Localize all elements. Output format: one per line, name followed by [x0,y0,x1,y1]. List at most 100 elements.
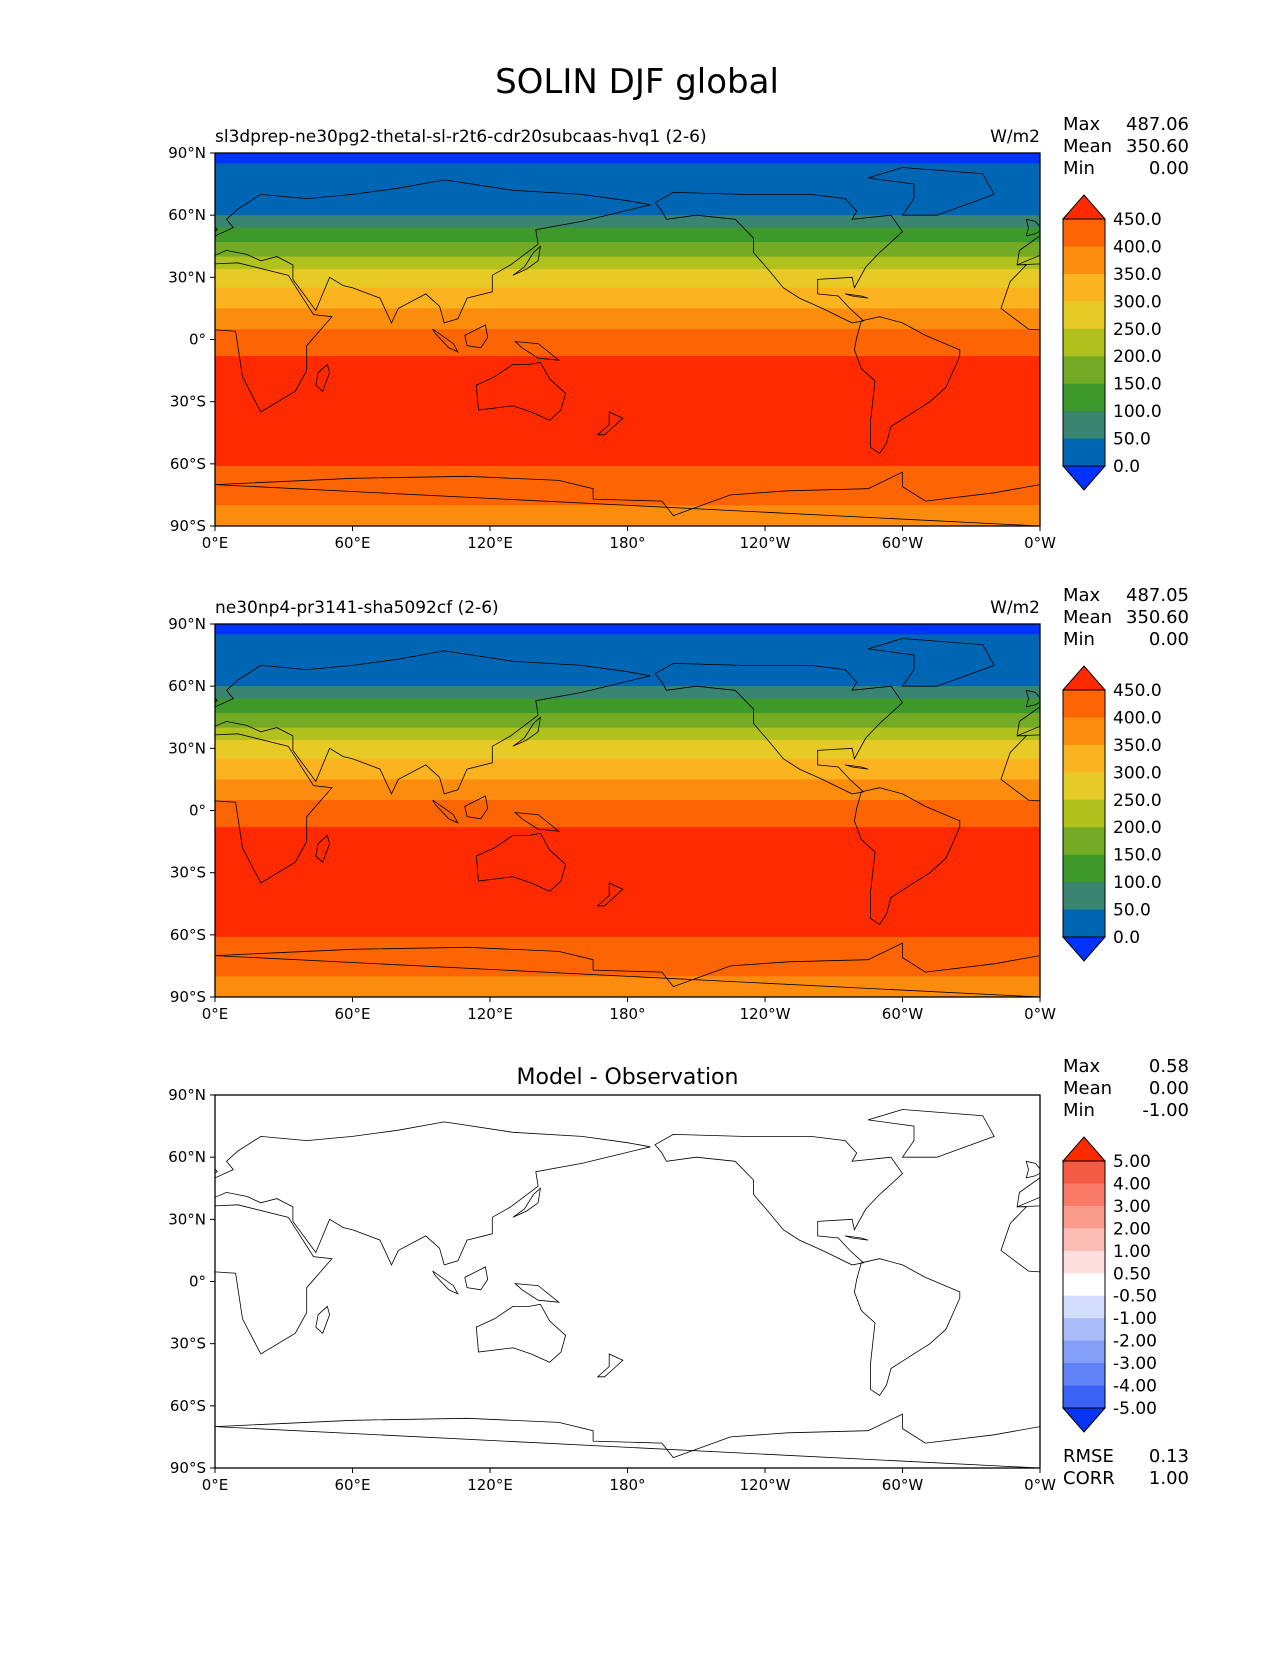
lon-tick-label: 180° [609,1476,645,1494]
map-panel-difference: 90°N 60°N 30°N 0° 30°S 60°S 90°S0°E 60°E 120°E 18… [20,1056,1275,1494]
lat-tick-label: 90°S [170,988,206,1006]
lat-tick-label: 90°N [168,615,206,633]
contour-band [215,713,1040,729]
contour-band [215,698,1040,714]
coastline [512,716,541,747]
colorbar-segment [1063,799,1105,828]
coastline [654,662,904,795]
lon-tick-label: 0°W [1024,1476,1056,1494]
coastline [654,191,904,324]
contour-band [215,256,1040,270]
colorbar-segment [1063,744,1105,773]
stat-label: Max [1063,1056,1101,1077]
coastline [853,1258,961,1397]
contour-band [215,163,1040,216]
coastline [43,639,169,687]
colorbar-segment [1063,301,1105,330]
colorbar-segment [1063,827,1105,856]
contour-band [215,779,1040,801]
stat-value: 0.58 [1149,1056,1189,1077]
contour-band [215,227,1040,243]
lon-tick-label: 60°W [882,1005,924,1023]
stat-label: CORR [1063,1468,1115,1489]
contour-band [215,1095,1040,1469]
lat-tick-label: 0° [189,1273,206,1291]
coastline [845,1235,869,1241]
colorbar-tick-label: -5.00 [1113,1399,1157,1419]
lon-tick-label: 120°W [740,1005,791,1023]
colorbar-tick-label: 400.0 [1113,237,1162,257]
coastline [215,179,651,324]
coastline [1258,1271,1275,1294]
coastline [215,650,651,795]
colorbar-segment [1063,772,1105,801]
coastline [845,293,869,299]
stat-label: RMSE [1063,1446,1114,1467]
lon-tick-label: 120°W [740,1476,791,1494]
colorbar-segment [1063,909,1105,938]
colorbar-extend-max [1061,194,1107,220]
lat-tick-label: 90°N [168,144,206,162]
coastline [475,361,567,421]
stat-label: Mean [1063,136,1112,157]
coastline [867,638,995,687]
colorbar-tick-label: 100.0 [1113,402,1162,422]
colorbar-tick-label: 150.0 [1113,846,1162,866]
contour-band [215,800,1040,828]
coastlines [20,1109,1275,1468]
stat-value: 350.60 [1126,607,1189,628]
coastline [1000,1205,1040,1273]
coastline [1000,263,1040,331]
coastline [464,1266,489,1291]
stat-label: Min [1063,158,1095,179]
coastline [215,471,1040,526]
colorbar-segment [1063,1228,1105,1252]
lat-tick-label: 60°N [168,677,206,695]
contour-band [215,242,1040,258]
lat-tick-label: 30°N [168,739,206,757]
coastline [215,1121,651,1266]
lon-tick-label: 120°W [740,534,791,552]
colorbar-tick-label: 350.0 [1113,736,1162,756]
lat-tick-label: 30°N [168,1210,206,1228]
colorbar-tick-label: -4.00 [1113,1377,1157,1397]
contour-band [215,505,1040,527]
coastline [464,795,489,820]
lat-tick-label: 60°S [170,926,206,944]
colorbar-frame [1062,218,1106,467]
colorbar-segment [1063,1318,1105,1342]
coastline [315,363,331,392]
colorbar-segment [1063,717,1105,746]
lat-tick-label: 90°N [168,1086,206,1104]
lon-tick-label: 60°E [334,1476,370,1494]
lon-tick-label: 0°W [1024,1005,1056,1023]
lon-tick-label: 60°E [334,1005,370,1023]
colorbar-segment [1063,438,1105,467]
contour-band [215,153,1040,164]
coastline [315,834,331,863]
stat-value: 0.13 [1149,1446,1189,1467]
lon-tick-label: 0°E [202,1476,229,1494]
map-panel-reference: 90°N 60°N 30°N 0° 30°S 60°S 90°S0°E 60°E 120°E 18… [43,585,1189,1023]
lat-tick-label: 60°S [170,1397,206,1415]
colorbar-tick-label: -0.50 [1113,1287,1157,1307]
figure-title: SOLIN DJF global [495,62,779,102]
coastline [596,882,624,907]
stat-value: 0.00 [1149,629,1189,650]
contour-band [215,308,1040,330]
coastline [29,1259,134,1396]
colorbar-extend-max [1061,665,1107,691]
contour-band [215,269,1040,289]
lat-tick-label: 0° [189,802,206,820]
colorbar-segment [1063,383,1105,412]
colorbar-tick-label: 0.50 [1113,1264,1151,1284]
colorbar-segment [1063,411,1105,439]
stat-value: 1.00 [1149,1468,1189,1489]
panel-units: W/m2 [990,127,1040,147]
colorbar-segment [1063,356,1105,385]
colorbar-tick-label: 450.0 [1113,681,1162,701]
coastline [20,1236,43,1240]
colorbar-tick-label: 350.0 [1113,265,1162,285]
lat-tick-label: 30°S [170,864,206,882]
